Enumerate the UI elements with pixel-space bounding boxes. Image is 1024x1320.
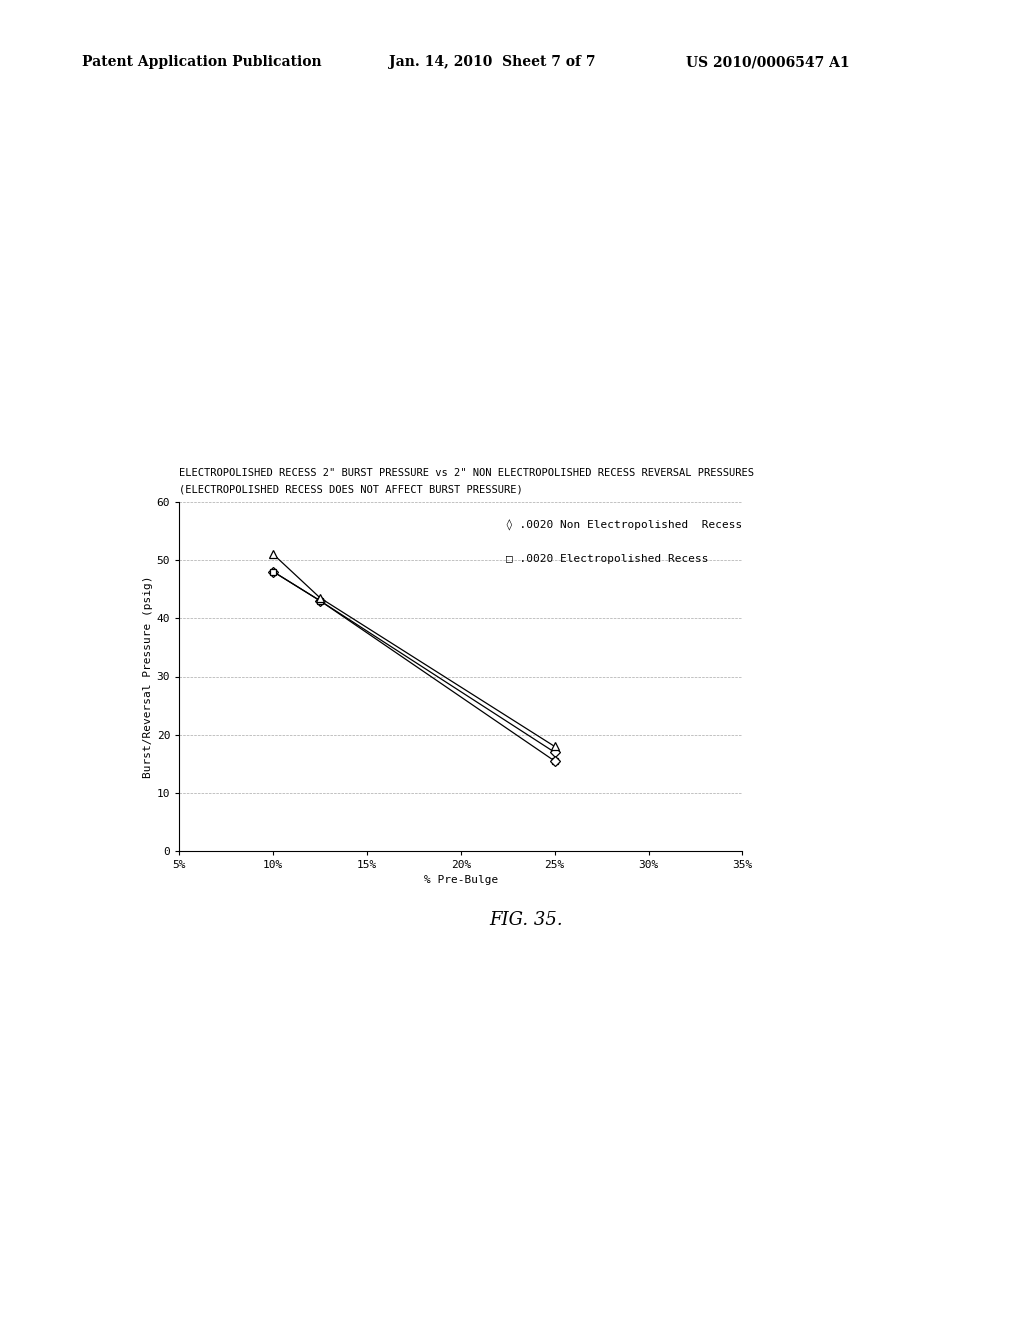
X-axis label: % Pre-Bulge: % Pre-Bulge: [424, 875, 498, 884]
Text: □ .0020 Electropolished Recess: □ .0020 Electropolished Recess: [506, 554, 709, 564]
Text: Patent Application Publication: Patent Application Publication: [82, 55, 322, 70]
Text: ◊ .0020 Non Electropolished  Recess: ◊ .0020 Non Electropolished Recess: [506, 519, 742, 531]
Text: FIG. 35.: FIG. 35.: [489, 911, 562, 929]
Y-axis label: Burst/Reversal Pressure (psig): Burst/Reversal Pressure (psig): [142, 576, 153, 777]
Text: ELECTROPOLISHED RECESS 2" BURST PRESSURE vs 2" NON ELECTROPOLISHED RECESS REVERS: ELECTROPOLISHED RECESS 2" BURST PRESSURE…: [179, 467, 755, 478]
Text: US 2010/0006547 A1: US 2010/0006547 A1: [686, 55, 850, 70]
Text: (ELECTROPOLISHED RECESS DOES NOT AFFECT BURST PRESSURE): (ELECTROPOLISHED RECESS DOES NOT AFFECT …: [179, 484, 523, 495]
Text: Jan. 14, 2010  Sheet 7 of 7: Jan. 14, 2010 Sheet 7 of 7: [389, 55, 596, 70]
